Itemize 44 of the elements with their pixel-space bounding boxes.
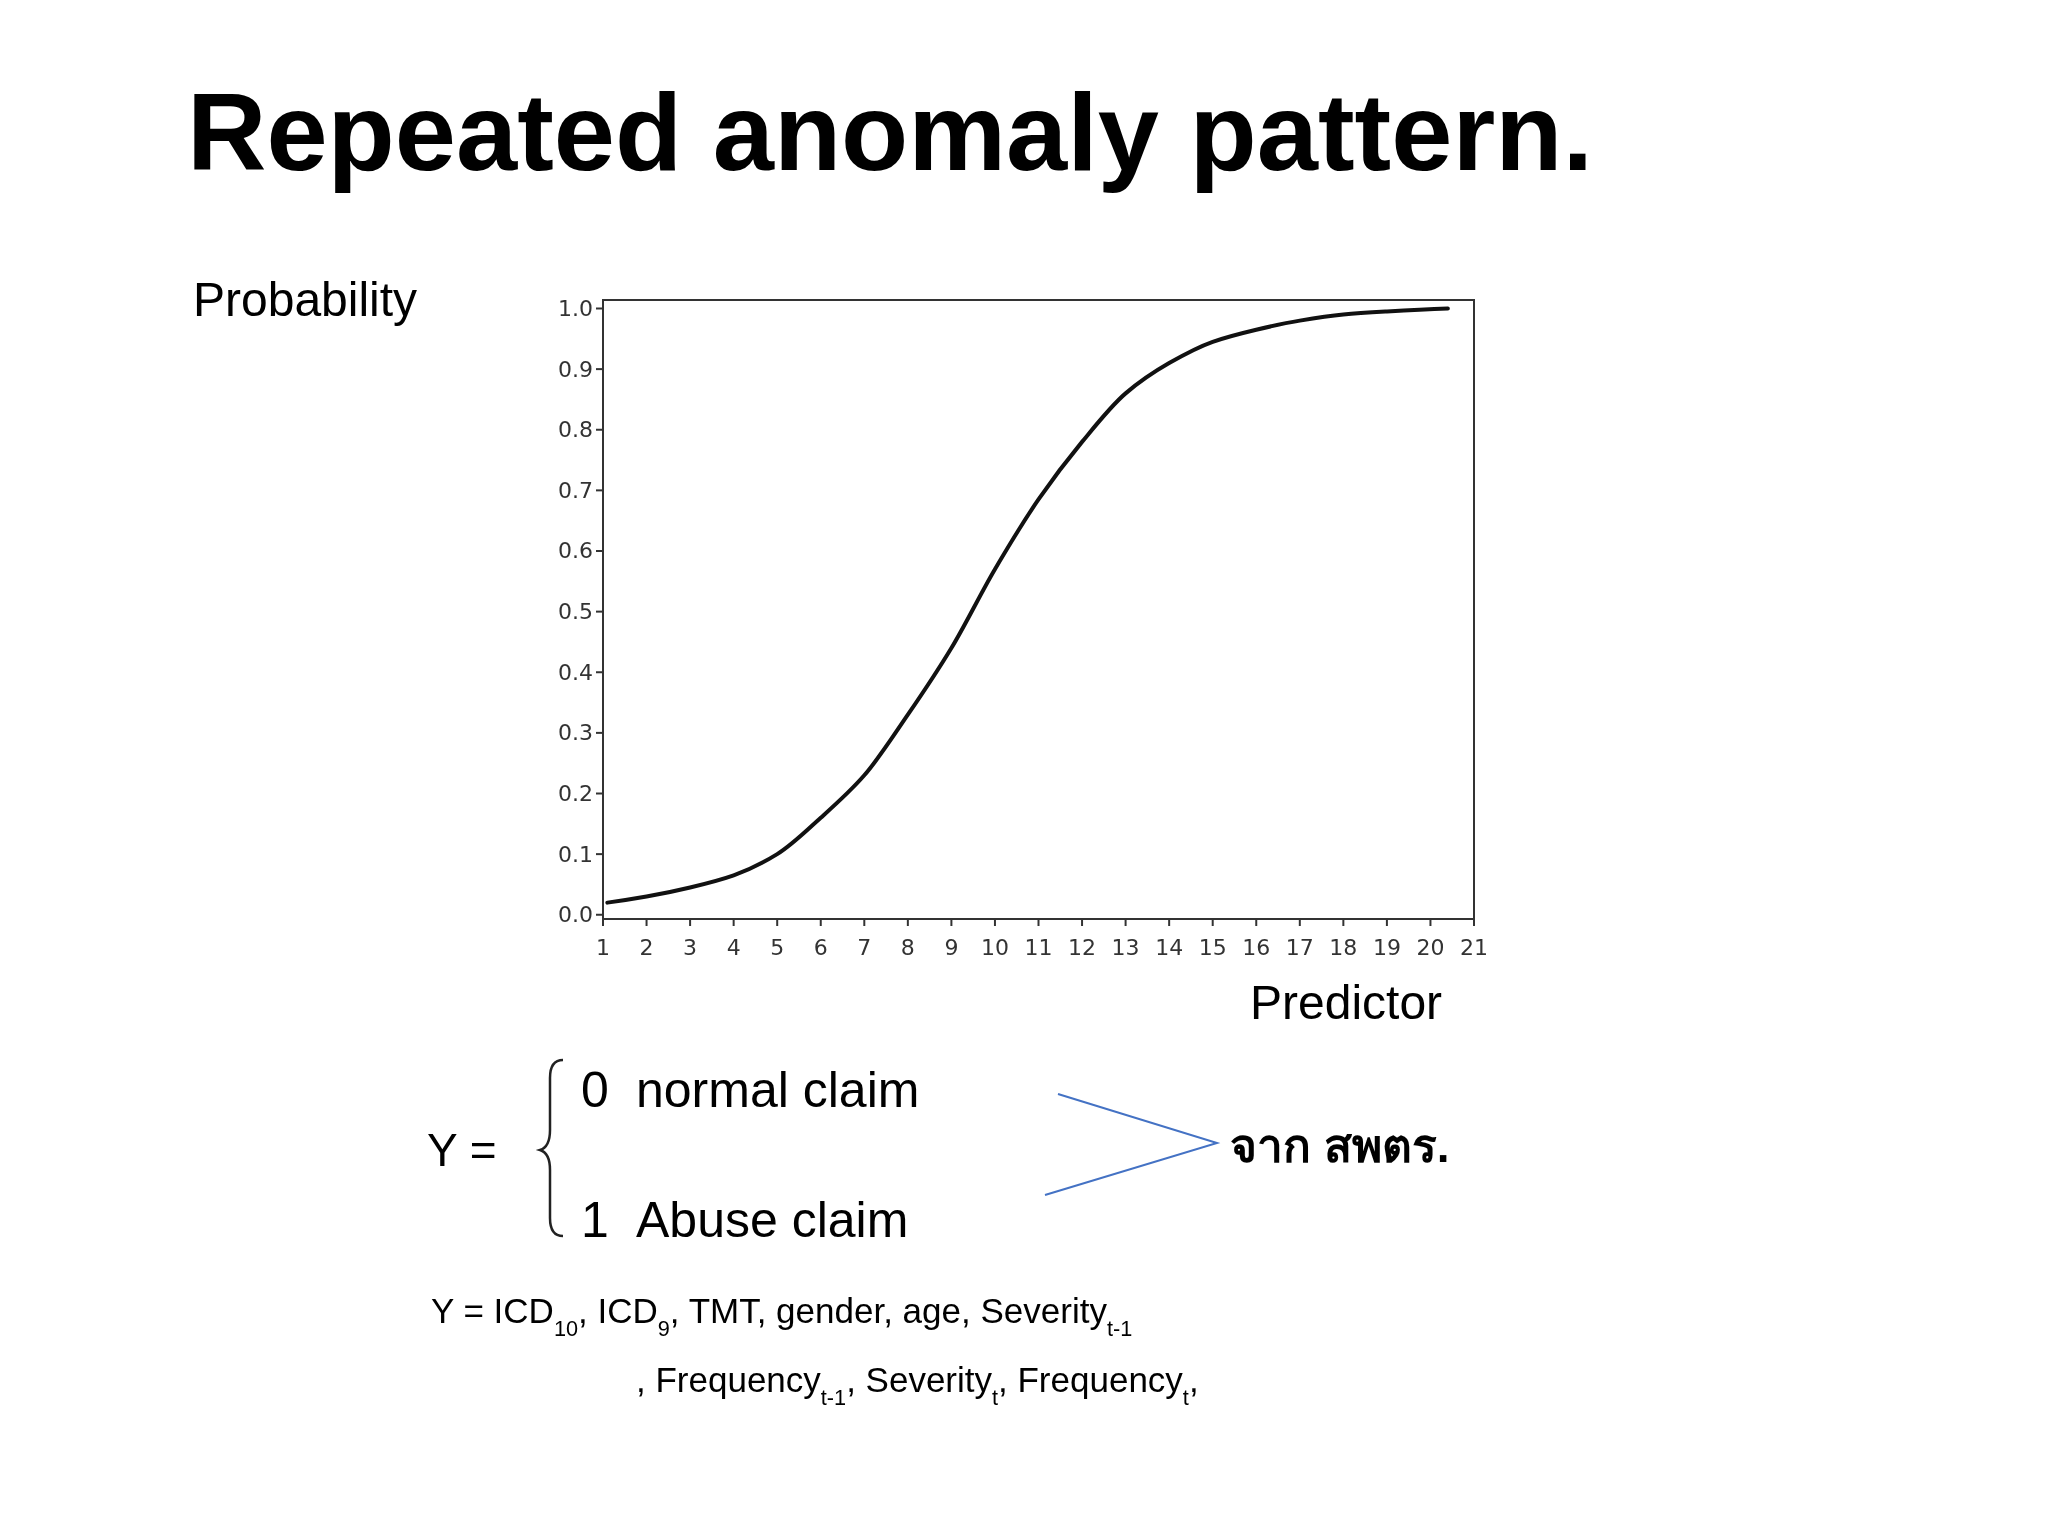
x-tick-label: 17 (1285, 935, 1314, 960)
x-tick-label: 15 (1198, 935, 1227, 960)
y-tick-label: 0.9 (558, 356, 593, 382)
y-tick-label: 0.4 (558, 659, 593, 685)
text: normal claim (636, 1062, 920, 1118)
x-tick-label: 5 (770, 935, 785, 960)
x-tick-label: 12 (1068, 935, 1097, 960)
y-tick-label: 0.3 (558, 720, 593, 746)
y-tick-label: 1.0 (558, 295, 593, 321)
chart-title: Repeated anomaly pattern. (187, 70, 1593, 193)
text: จาก สพตร. (1230, 1120, 1450, 1172)
x-tick-label: 9 (944, 935, 959, 960)
x-tick-label: 13 (1111, 935, 1140, 960)
text: Y = (427, 1124, 497, 1176)
x-tick-label: 1 (596, 935, 610, 960)
y-tick-label: 0.7 (558, 477, 593, 503)
x-tick-label: 20 (1416, 935, 1445, 960)
text: Abuse claim (636, 1192, 909, 1248)
line-series (605, 306, 1450, 905)
x-tick-label: 19 (1372, 935, 1401, 960)
x-tick-label: 8 (900, 935, 915, 960)
x-axis-title: Predictor (1250, 976, 1443, 1029)
y-tick-label: 0.0 (558, 902, 593, 928)
y-tick-label: 0.6 (558, 538, 593, 564)
x-tick-label: 6 (813, 935, 828, 960)
text: 1 (581, 1192, 609, 1248)
text: , Frequency$_{t-1}$, Severity$_{t}$, Frequency$_{t}$, (636, 1360, 1199, 1410)
x-tick-label: 2 (639, 935, 654, 960)
x-tick-label: 14 (1155, 935, 1184, 960)
y-tick-label: 0.5 (558, 599, 593, 625)
x-tick-label: 18 (1329, 935, 1358, 960)
y-axis-title: Probability (193, 273, 418, 326)
y-tick-label: 0.8 (558, 417, 593, 443)
x-tick-label: 3 (683, 935, 698, 960)
y-tick-label: 0.1 (558, 841, 593, 867)
x-tick-label: 21 (1460, 935, 1488, 960)
x-tick-label: 16 (1242, 935, 1271, 960)
text: 0 (581, 1062, 609, 1118)
x-tick-label: 4 (726, 935, 741, 960)
x-tick-label: 7 (857, 935, 872, 960)
x-tick-label: 10 (980, 935, 1009, 960)
y-tick-label: 0.2 (558, 781, 593, 806)
x-tick-label: 11 (1024, 935, 1053, 960)
text: Y = ICD$_{10}$, ICD$_{9}$, TMT, gender, age, Severity$_{t-1}$ (431, 1291, 1133, 1341)
